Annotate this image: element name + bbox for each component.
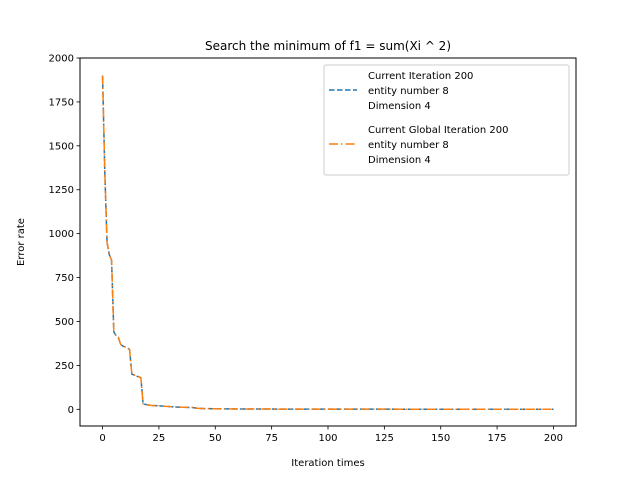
legend-label-1: Dimension 4	[368, 101, 431, 112]
legend-label-1: entity number 8	[368, 86, 449, 97]
chart-title: Search the minimum of f1 = sum(Xi ^ 2)	[205, 39, 451, 53]
x-tick-label: 125	[375, 433, 394, 444]
y-tick-label: 1250	[49, 185, 74, 196]
legend: Current Iteration 200 entity number 8 Dime…	[323, 64, 570, 176]
legend-label-2: Current Global Iteration 200	[368, 125, 509, 136]
x-tick-label: 175	[488, 433, 507, 444]
y-tick-label: 750	[55, 273, 74, 284]
y-axis-label: Error rate	[16, 218, 27, 266]
x-axis-ticks: 0 25 50 75 100 125 150 175 200	[99, 426, 563, 444]
y-tick-label: 1000	[49, 229, 74, 240]
x-tick-label: 25	[153, 433, 166, 444]
y-axis-ticks: 0 250 500 750 1000 1250 1500 1750 2000	[49, 54, 80, 416]
legend-label-1: Current Iteration 200	[368, 71, 473, 82]
x-tick-label: 0	[99, 433, 105, 444]
x-axis-label: Iteration times	[291, 458, 364, 469]
legend-label-2: Dimension 4	[368, 155, 431, 166]
series-line-2	[101, 75, 554, 410]
y-tick-label: 250	[55, 361, 74, 372]
y-tick-label: 1750	[49, 97, 74, 108]
y-tick-label: 0	[68, 405, 74, 416]
series-layer	[101, 75, 554, 410]
x-tick-label: 75	[265, 433, 278, 444]
y-tick-label: 1500	[49, 141, 74, 152]
legend-box	[323, 64, 570, 176]
x-tick-label: 150	[431, 433, 450, 444]
x-tick-label: 100	[318, 433, 337, 444]
y-tick-label: 2000	[49, 54, 74, 65]
x-tick-label: 200	[544, 433, 563, 444]
x-tick-label: 50	[209, 433, 222, 444]
y-tick-label: 500	[55, 317, 74, 328]
legend-label-2: entity number 8	[368, 140, 449, 151]
